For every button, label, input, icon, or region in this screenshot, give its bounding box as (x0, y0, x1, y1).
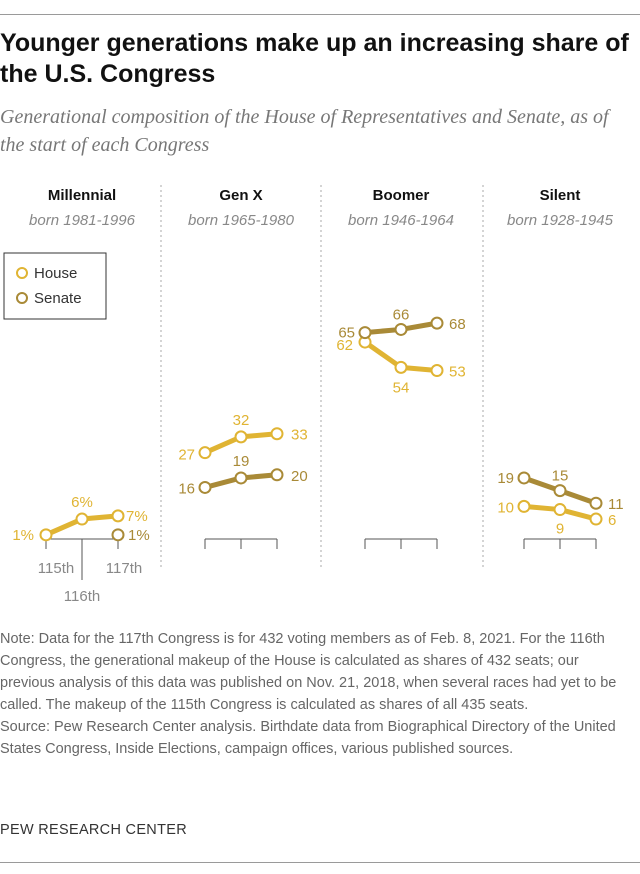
data-point-silent-senate (589, 496, 603, 510)
data-point-gen-x-house (270, 427, 284, 441)
data-label-millennial-house: 1% (12, 527, 34, 544)
source-text: Source: Pew Research Center analysis. Bi… (0, 719, 616, 757)
data-point-millennial-house (75, 512, 89, 526)
data-label-boomer-senate: 65 (338, 325, 355, 342)
data-label-gen-x-house: 32 (233, 412, 250, 429)
credit-line: PEW RESEARCH CENTER (0, 822, 187, 838)
notes-block: Note: Data for the 117th Congress is for… (0, 628, 636, 760)
data-point-millennial-house (111, 509, 125, 523)
data-label-gen-x-house: 33 (291, 427, 308, 444)
data-label-boomer-senate: 66 (393, 306, 410, 323)
chart-title: Younger generations make up an increasin… (0, 29, 629, 88)
generations-chart: Millennial born 1981-1996 Gen X born 1965-1… (3, 185, 624, 605)
legend-label-senate: Senate (34, 290, 82, 307)
bottom-rule (0, 862, 640, 863)
top-rule (0, 14, 640, 15)
data-point-silent-senate (517, 471, 531, 485)
data-label-silent-senate: 19 (497, 470, 514, 487)
data-label-silent-house: 9 (556, 521, 564, 538)
data-label-silent-senate: 11 (608, 496, 624, 513)
data-point-gen-x-house (198, 446, 212, 460)
panel-born-range: born 1981-1996 (29, 212, 136, 229)
note-text: Note: Data for the 117th Congress is for… (0, 631, 617, 713)
data-label-millennial-house: 6% (71, 494, 93, 511)
data-label-gen-x-senate: 16 (178, 480, 195, 497)
data-point-silent-senate (553, 484, 567, 498)
data-label-gen-x-senate: 20 (291, 468, 308, 485)
data-label-millennial-house: 7% (126, 508, 148, 525)
data-label-gen-x-senate: 19 (233, 453, 250, 470)
data-label-silent-house: 6 (608, 512, 616, 529)
data-point-silent-house (553, 503, 567, 517)
data-label-silent-senate: 15 (552, 468, 569, 485)
data-label-boomer-senate: 68 (449, 316, 466, 333)
legend-box (3, 252, 107, 320)
data-point-boomer-house (394, 360, 408, 374)
panel-born-range: born 1928-1945 (507, 212, 614, 229)
data-label-gen-x-house: 27 (178, 447, 195, 464)
legend-marker-house (16, 267, 28, 279)
data-point-gen-x-senate (270, 468, 284, 482)
data-point-millennial-senate (111, 528, 125, 542)
data-point-millennial-house (39, 528, 53, 542)
data-label-boomer-house: 53 (449, 364, 466, 381)
data-point-gen-x-house (234, 430, 248, 444)
data-label-boomer-house: 62 (336, 337, 353, 354)
panel-title-millennial: Millennial (48, 187, 116, 204)
x-tick-label: 117th (106, 560, 142, 577)
data-point-gen-x-senate (198, 480, 212, 494)
x-tick-label: 116th (64, 588, 100, 605)
data-label-boomer-house: 54 (393, 379, 410, 396)
data-point-silent-house (589, 512, 603, 526)
data-label-silent-house: 10 (497, 499, 514, 516)
data-point-boomer-house (430, 364, 444, 378)
data-point-boomer-senate (394, 322, 408, 336)
x-tick-label: 115th (38, 560, 74, 577)
panel-born-range: born 1965-1980 (188, 212, 295, 229)
panel-title-boomer: Boomer (373, 187, 430, 204)
data-point-boomer-senate (358, 326, 372, 340)
panel-title-gen-x: Gen X (219, 187, 262, 204)
data-label-millennial-senate: 1% (128, 527, 150, 544)
panel-born-range: born 1946-1964 (348, 212, 454, 229)
data-point-silent-house (517, 499, 531, 513)
panel-title-silent: Silent (540, 187, 581, 204)
legend-label-house: House (34, 265, 77, 282)
chart-subtitle: Generational composition of the House of… (0, 106, 609, 156)
legend-marker-senate (16, 292, 28, 304)
data-point-gen-x-senate (234, 471, 248, 485)
data-point-boomer-senate (430, 316, 444, 330)
